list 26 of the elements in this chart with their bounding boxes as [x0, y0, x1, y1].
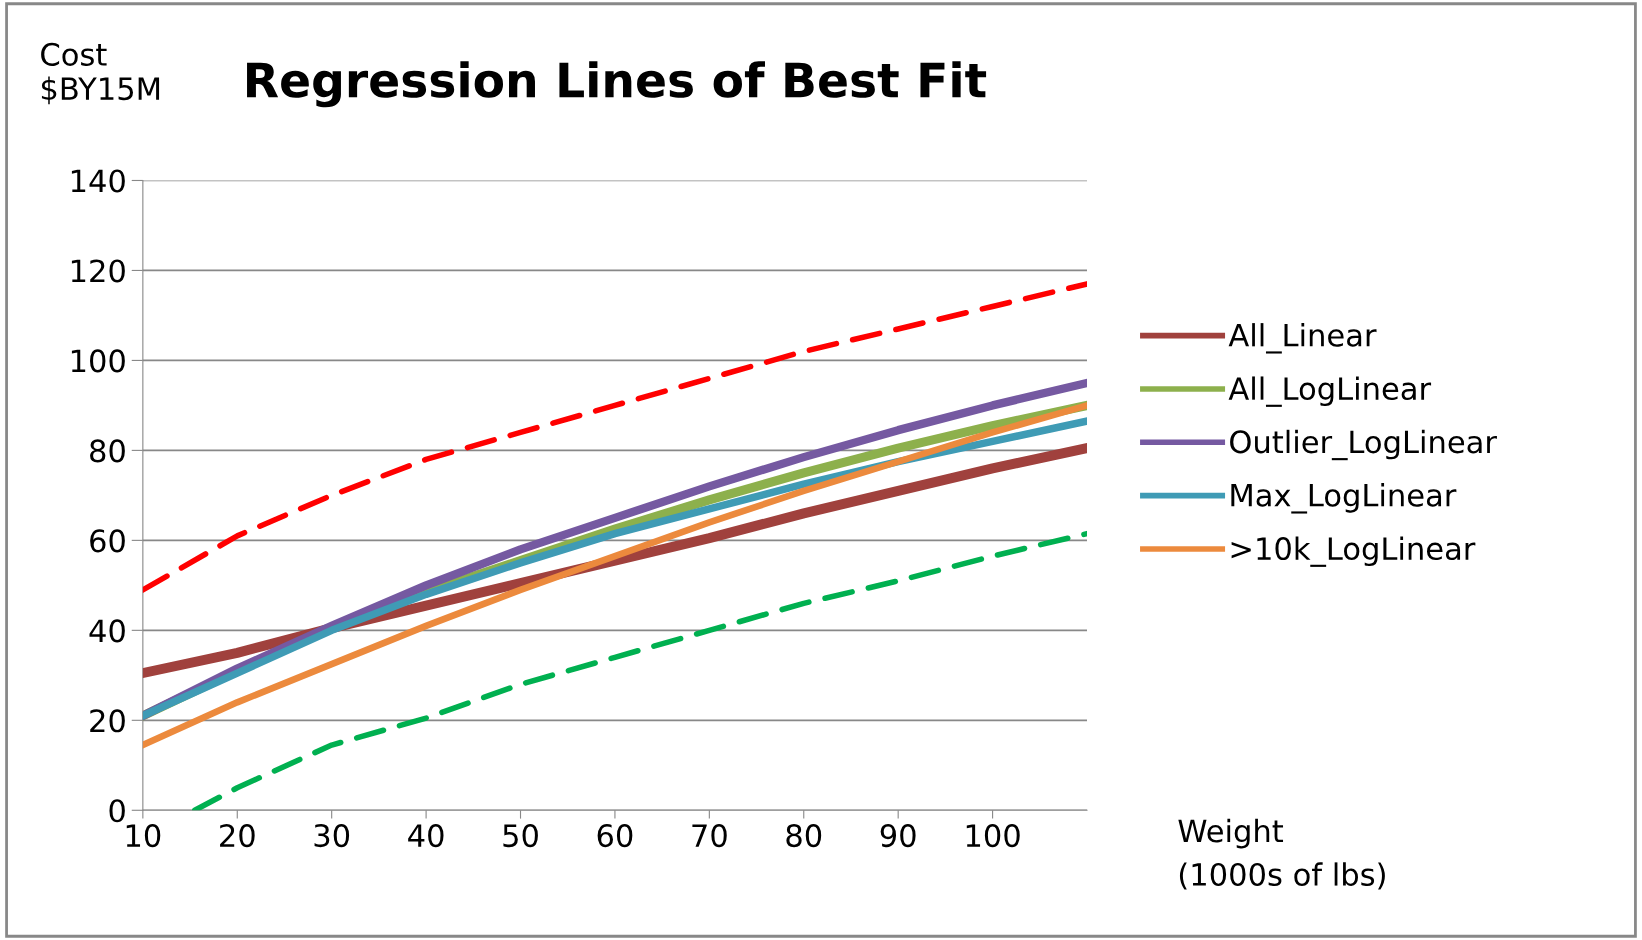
x-tick-label: 30 — [314, 824, 350, 848]
x-tick-label: 40 — [408, 824, 444, 848]
y-tick-label: 60 — [90, 529, 125, 553]
chart-title: Regression Lines of Best Fit — [247, 61, 987, 108]
x-tick-label: 20 — [220, 824, 255, 848]
y-axis-title: Cost $BY15M — [41, 42, 160, 105]
x-tick-label: 80 — [786, 824, 822, 848]
y-tick-label: 40 — [89, 619, 125, 643]
y-tick-label: 100 — [71, 349, 125, 373]
x-tick-label: 100 — [966, 824, 1020, 848]
y-tick-label: 140 — [71, 169, 125, 193]
y-tick-label: 20 — [90, 709, 125, 733]
x-axis-title: Weight (1000s of lbs) — [1178, 818, 1385, 890]
y-tick-label: 80 — [90, 439, 125, 463]
x-tick-label: 60 — [597, 824, 633, 848]
y-tick-label: 120 — [71, 259, 125, 283]
x-tick-label: 50 — [503, 824, 538, 848]
legend-label: All_Linear — [1228, 323, 1377, 354]
x-tick-label: 10 — [126, 824, 161, 848]
legend-label: All_LogLinear — [1228, 376, 1432, 407]
legend-label: Outlier_LogLinear — [1230, 429, 1497, 461]
legend-label: Max_LogLinear — [1231, 483, 1457, 514]
y-tick-label: 0 — [109, 799, 125, 823]
x-tick-label: 70 — [692, 824, 727, 848]
legend-label: >10k_LogLinear — [1231, 536, 1476, 567]
x-tick-label: 90 — [880, 824, 916, 848]
